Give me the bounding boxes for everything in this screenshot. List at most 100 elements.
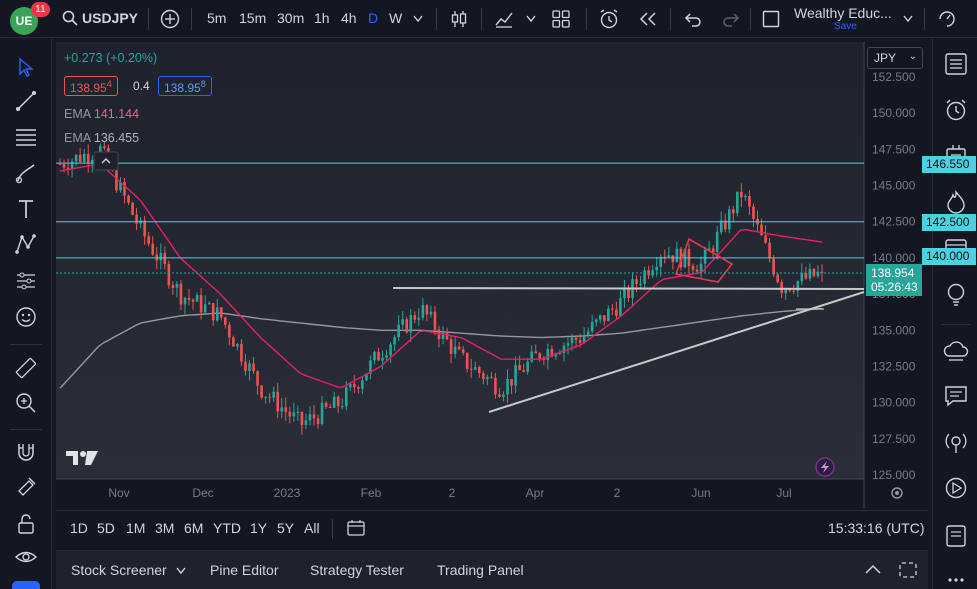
ema-slow-legend[interactable]: EMA 136.455 (64, 131, 139, 145)
settings-gear-icon[interactable] (891, 487, 903, 499)
chevron-down-icon[interactable] (526, 15, 536, 23)
redo-icon[interactable] (722, 11, 740, 27)
ema-slow-value: 136.455 (93, 131, 140, 145)
range-3m[interactable]: 3M (155, 520, 175, 536)
alert-icon[interactable] (598, 8, 620, 30)
collapse-legend-icon[interactable] (93, 151, 119, 171)
range-ytd[interactable]: YTD (213, 520, 241, 536)
timeframe-4h[interactable]: 4h (341, 10, 357, 26)
ema-fast-line[interactable] (59, 163, 823, 388)
timeframe-w[interactable]: W (389, 10, 403, 26)
timeframe-d[interactable]: D (368, 10, 379, 26)
more-icon[interactable] (943, 567, 969, 589)
save-button[interactable]: Save (834, 21, 857, 32)
support-horizontal-line[interactable] (392, 287, 865, 290)
brush-icon[interactable] (14, 161, 38, 185)
indicators-icon[interactable] (494, 9, 514, 29)
chat-icon[interactable] (943, 383, 969, 409)
patterns-icon[interactable] (14, 232, 38, 256)
candle-body (405, 319, 409, 333)
hotlists-icon[interactable] (943, 189, 969, 215)
fib-retracement-icon[interactable] (14, 125, 38, 149)
candle-body (695, 269, 699, 272)
quick-search-icon[interactable] (937, 9, 957, 29)
trend-line-icon[interactable] (14, 89, 38, 113)
buy-price: 138.95 (164, 81, 201, 95)
range-1y[interactable]: 1Y (250, 520, 268, 536)
chevron-up-icon[interactable] (864, 563, 882, 575)
candle-body (727, 209, 731, 230)
broadcast-icon[interactable] (943, 429, 969, 455)
timeframe-5m[interactable]: 5m (207, 10, 227, 26)
tab-stock-screener[interactable]: Stock Screener (71, 562, 167, 578)
zoom-in-icon[interactable] (14, 391, 38, 415)
replay-icon[interactable] (638, 10, 658, 28)
range-5d[interactable]: 5D (97, 520, 115, 536)
candle-body (494, 377, 497, 395)
ascending-trend-line[interactable] (488, 291, 865, 413)
layout-select-icon[interactable] (762, 10, 780, 28)
chevron-down-icon[interactable] (903, 15, 913, 23)
tab-pine-editor[interactable]: Pine Editor (210, 562, 279, 578)
level-tag-140000[interactable]: 140.000 (922, 248, 976, 265)
symbol-search[interactable]: USDJPY (82, 10, 139, 26)
candle-body (284, 407, 288, 412)
range-1m[interactable]: 1M (126, 520, 146, 536)
stay-in-drawing-mode-icon[interactable] (14, 475, 38, 499)
currency-selector[interactable]: JPY ⌄ (867, 47, 923, 69)
help-icon[interactable] (943, 523, 969, 549)
templates-icon[interactable] (551, 9, 571, 29)
candle-body (506, 378, 509, 395)
range-5y[interactable]: 5Y (277, 520, 295, 536)
streams-icon[interactable] (943, 337, 969, 363)
text-tool-icon[interactable] (14, 197, 38, 221)
ema-slow-line[interactable] (59, 307, 823, 389)
lightning-icon[interactable] (815, 457, 835, 477)
lock-icon[interactable] (14, 512, 38, 536)
timeframe-15m[interactable]: 15m (239, 10, 267, 26)
play-icon[interactable] (943, 475, 969, 501)
maximize-panel-icon[interactable] (898, 561, 918, 579)
range-all[interactable]: All (304, 520, 320, 536)
undo-icon[interactable] (684, 11, 702, 27)
chart-pane[interactable]: 152.500 150.000 147.500 145.000 142.500 140.0… (56, 42, 976, 508)
calendar-goto-icon[interactable] (346, 519, 366, 537)
candle-body (478, 367, 481, 374)
emoji-icon[interactable] (14, 305, 38, 329)
candle-body (248, 363, 251, 371)
utc-clock[interactable]: 15:33:16 (UTC) (828, 520, 925, 536)
magnet-icon[interactable] (14, 440, 38, 464)
level-tag-142500[interactable]: 142.500 (922, 214, 976, 231)
candle-body (707, 248, 711, 250)
chevron-down-icon[interactable] (176, 567, 186, 575)
bull-flag-channel[interactable] (674, 237, 734, 283)
ema-fast-legend[interactable]: EMA 141.144 (64, 107, 139, 121)
timeframe-1h[interactable]: 1h (314, 10, 330, 26)
buy-button[interactable]: 138.958 (158, 76, 212, 96)
layout-name[interactable]: Wealthy Educ... (794, 5, 892, 21)
candle-body (292, 412, 296, 417)
range-6m[interactable]: 6M (184, 520, 204, 536)
compare-symbol-icon[interactable] (160, 9, 180, 29)
candle-body (562, 345, 566, 354)
candle-body (417, 317, 421, 320)
sell-button[interactable]: 138.954 (64, 76, 118, 96)
eye-icon[interactable] (14, 545, 38, 569)
watchlist-icon[interactable] (943, 51, 969, 77)
candles-chart-type-icon[interactable] (449, 9, 469, 29)
tab-trading-panel[interactable]: Trading Panel (437, 562, 524, 578)
alarm-clock-icon[interactable] (943, 97, 969, 123)
tab-strategy-tester[interactable]: Strategy Tester (310, 562, 404, 578)
price-chart[interactable]: 152.500 150.000 147.500 145.000 142.500 140.0… (56, 42, 928, 508)
range-1d[interactable]: 1D (70, 520, 88, 536)
chevron-down-icon[interactable] (413, 15, 423, 23)
price-tick-label: 130.000 (872, 396, 916, 410)
ruler-icon[interactable] (14, 356, 38, 380)
object-tree-button[interactable] (12, 581, 40, 589)
level-tag-146550[interactable]: 146.550 (922, 156, 976, 173)
cursor-icon[interactable] (14, 55, 38, 79)
timeframe-30m[interactable]: 30m (277, 10, 305, 26)
forecasting-icon[interactable] (14, 269, 38, 293)
ideas-icon[interactable] (943, 281, 969, 307)
candle-body (272, 391, 275, 398)
